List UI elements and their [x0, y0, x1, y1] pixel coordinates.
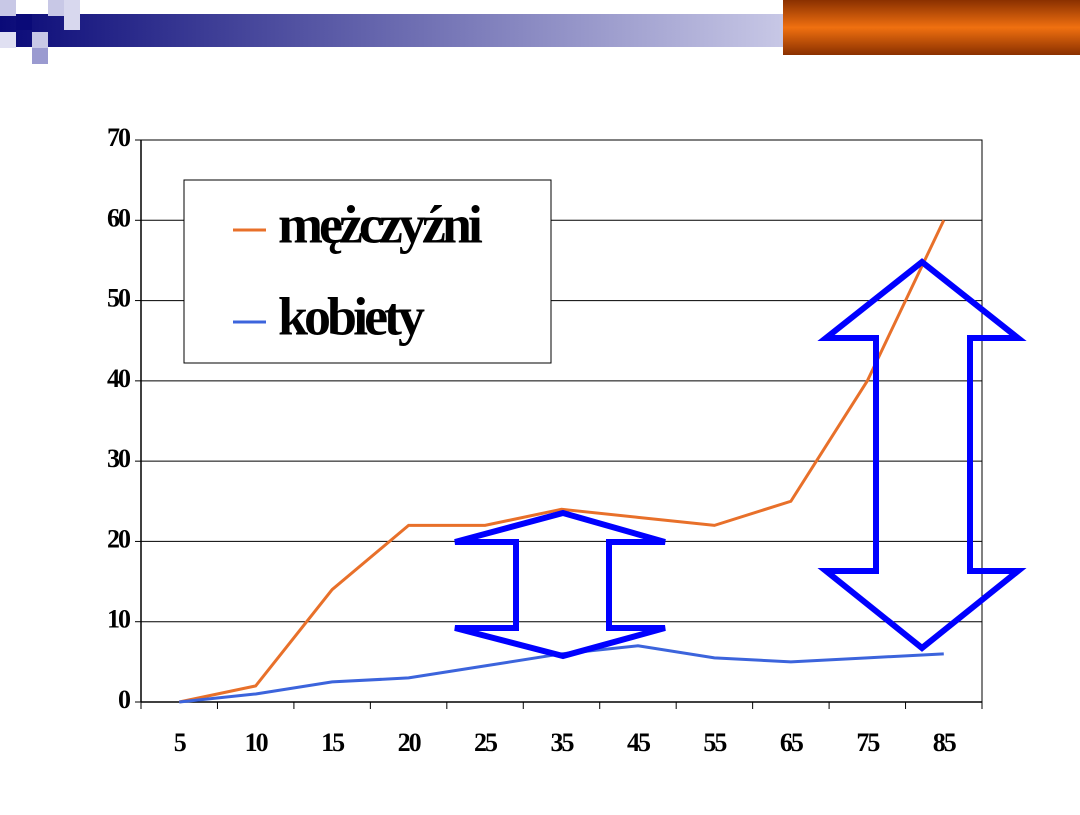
x-tick-label: 20	[398, 728, 422, 757]
legend-label: kobiety	[278, 286, 425, 346]
header-decoration	[0, 0, 1080, 64]
y-tick-label: 50	[107, 284, 131, 313]
series-line	[178, 219, 946, 704]
x-tick-label: 5	[174, 728, 187, 757]
y-tick-label: 20	[107, 524, 131, 553]
x-tick-label: 10	[245, 728, 269, 757]
legend-label: mężczyźni	[278, 194, 483, 254]
y-tick-label: 70	[107, 123, 131, 152]
plot-area: 0 10 20 30 40 50 60 70 5 10 15 20 25 35 45 55 65 75 85 mężc…	[107, 123, 983, 757]
x-tick-label: 55	[703, 728, 727, 757]
y-tick-label: 10	[107, 605, 131, 634]
y-tick-label: 30	[107, 444, 131, 473]
arrows	[454, 258, 1027, 660]
legend-box	[183, 179, 552, 364]
x-tick-label: 85	[933, 728, 957, 757]
y-tick-label: 0	[118, 685, 131, 714]
x-tick-label: 35	[551, 728, 575, 757]
y-tick-label: 40	[107, 364, 131, 393]
x-tick-label: 25	[474, 728, 498, 757]
x-tick-label: 75	[856, 728, 880, 757]
y-tick-label: 60	[107, 203, 131, 232]
x-tick-label: 45	[627, 728, 651, 757]
x-tick-label: 65	[780, 728, 804, 757]
x-tick-label: 15	[321, 728, 345, 757]
